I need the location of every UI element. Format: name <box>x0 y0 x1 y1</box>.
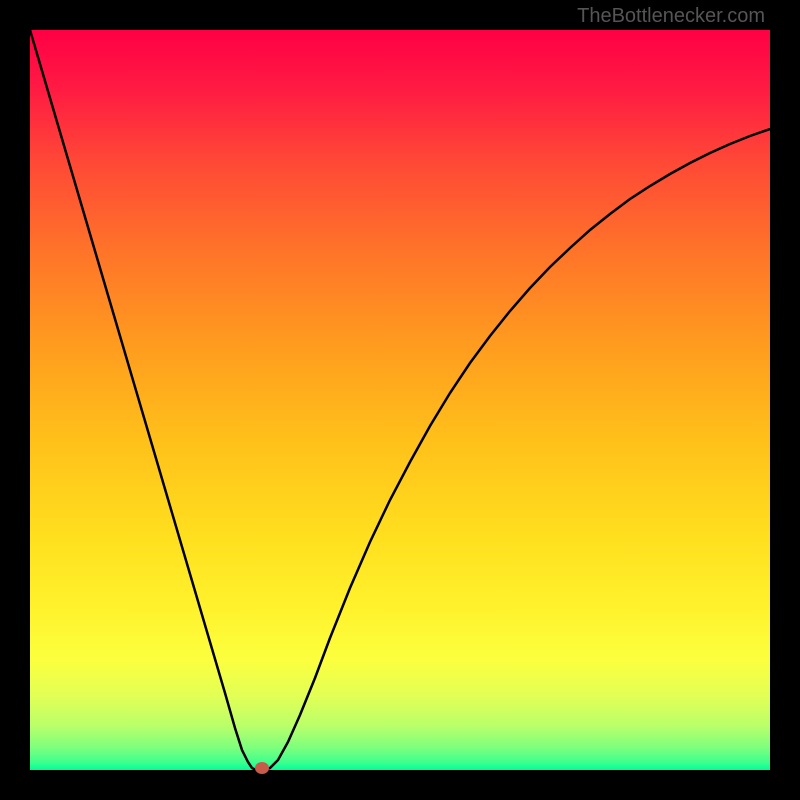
watermark-text: TheBottlenecker.com <box>577 5 765 28</box>
chart-container: TheBottlenecker.com <box>0 0 800 800</box>
plot-area <box>30 30 770 770</box>
bottleneck-curve <box>30 30 770 770</box>
optimal-point-marker <box>255 762 269 774</box>
